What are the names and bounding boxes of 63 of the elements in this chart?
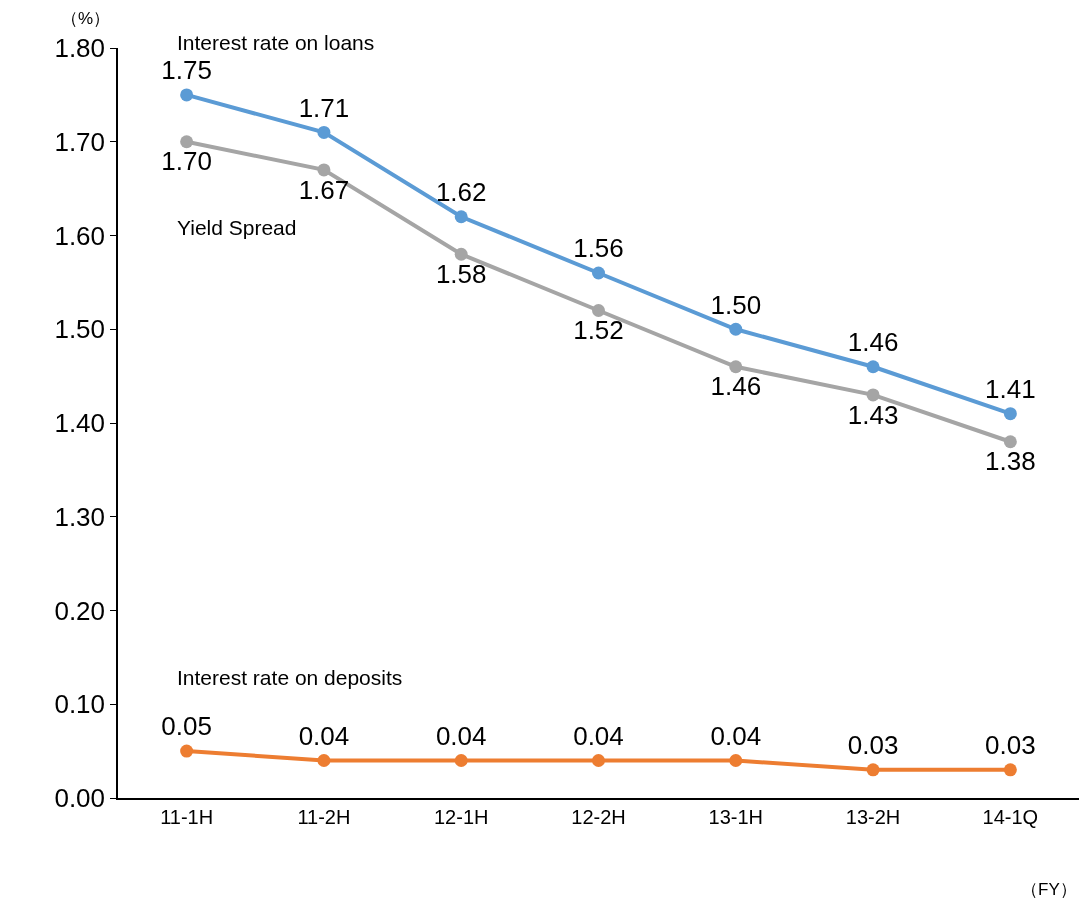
- text: Yield Spread: [177, 216, 297, 239]
- point: [454, 247, 468, 261]
- y-tick-label: 1.50: [54, 314, 106, 345]
- point: [317, 125, 331, 139]
- point: [454, 754, 468, 767]
- point: [180, 135, 194, 149]
- x-tick-label: 13-2H: [845, 805, 901, 828]
- data-label: 1.38: [985, 446, 1036, 477]
- point: [729, 322, 743, 336]
- x-tick-label: 11-1H: [160, 805, 214, 828]
- data-label: 0.04: [573, 720, 624, 751]
- data-label: 1.41: [985, 374, 1036, 405]
- point: [866, 763, 880, 777]
- x-tick-label: 12-1H: [433, 805, 489, 828]
- y-tick-label: 1.80: [54, 33, 106, 64]
- point: [317, 754, 331, 767]
- point: [180, 744, 194, 758]
- data-label: 1.46: [710, 371, 762, 402]
- x-tick-label: 14-1Q: [982, 805, 1039, 828]
- data-label: 1.50: [710, 289, 762, 320]
- point: [180, 88, 194, 102]
- data-label: 1.75: [161, 55, 212, 86]
- y-tick-label: 1.30: [54, 501, 106, 532]
- y-tick-label: 1.70: [54, 126, 106, 157]
- point: [1003, 763, 1017, 777]
- data-label: 0.04: [298, 720, 350, 751]
- point: [1003, 407, 1017, 421]
- data-label: 0.04: [710, 720, 762, 751]
- data-label: 0.04: [435, 720, 487, 751]
- point: [317, 163, 331, 177]
- data-label: 1.43: [847, 399, 899, 430]
- point: [866, 388, 880, 402]
- data-label: 1.52: [573, 315, 624, 346]
- x-tick-label: 11-2H: [297, 805, 351, 828]
- data-label: 1.70: [161, 146, 212, 177]
- data-label: 0.03: [985, 730, 1036, 761]
- point: [592, 304, 605, 317]
- data-label: 0.05: [161, 711, 212, 742]
- point: [592, 266, 605, 280]
- data-label: 1.56: [573, 233, 624, 264]
- text: （FY）: [1021, 880, 1077, 898]
- series-label: Interest rate on loans: [177, 31, 375, 54]
- text: （%）: [61, 9, 111, 28]
- data-label: 1.71: [298, 92, 350, 123]
- point: [729, 360, 743, 374]
- y-tick-label: 1.40: [54, 408, 106, 439]
- x-tick-label: 13-1H: [708, 805, 764, 828]
- point: [592, 754, 605, 767]
- y-tick-label: 0.10: [54, 689, 106, 720]
- y-tick-label: 0.00: [54, 783, 106, 814]
- data-label: 1.67: [298, 174, 350, 205]
- data-label: 1.46: [847, 327, 899, 358]
- x-tick-label: 12-2H: [571, 805, 626, 828]
- point: [1003, 435, 1017, 449]
- data-label: 1.62: [435, 177, 487, 208]
- y-tick-label: 0.20: [54, 595, 106, 626]
- point: [866, 360, 880, 374]
- data-label: 1.58: [435, 258, 487, 289]
- y-tick-label: 1.60: [54, 220, 106, 251]
- point: [454, 210, 468, 224]
- point: [729, 754, 743, 767]
- text: Interest rate on deposits: [177, 666, 403, 689]
- data-label: 0.03: [847, 730, 899, 761]
